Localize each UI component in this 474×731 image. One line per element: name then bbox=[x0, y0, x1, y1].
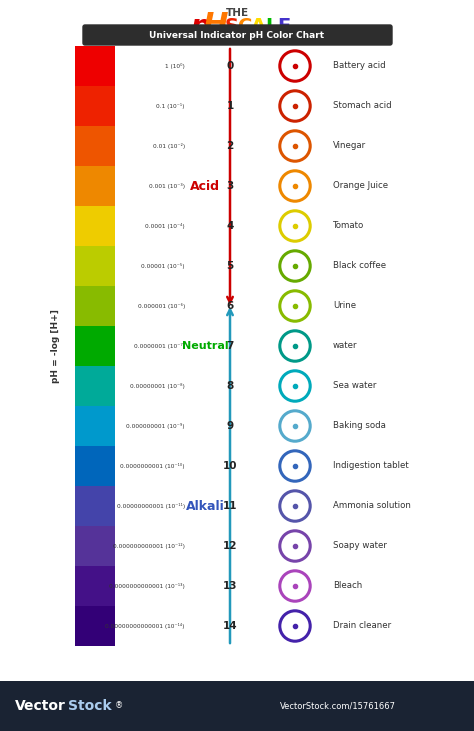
Text: 3: 3 bbox=[227, 181, 234, 191]
Text: Black coffee: Black coffee bbox=[333, 262, 386, 270]
Bar bbox=[75, 166, 115, 206]
Bar bbox=[75, 526, 115, 566]
Text: H: H bbox=[202, 10, 228, 39]
Text: Orange Juice: Orange Juice bbox=[333, 181, 388, 191]
Text: 0: 0 bbox=[227, 61, 234, 71]
Text: water: water bbox=[333, 341, 357, 350]
Text: 0.000000000001 (10⁻¹²): 0.000000000001 (10⁻¹²) bbox=[113, 543, 185, 549]
Text: Indigestion tablet: Indigestion tablet bbox=[333, 461, 409, 471]
Text: 13: 13 bbox=[223, 581, 237, 591]
Text: Drain cleaner: Drain cleaner bbox=[333, 621, 391, 631]
Bar bbox=[75, 406, 115, 446]
Circle shape bbox=[280, 371, 310, 401]
Text: Baking soda: Baking soda bbox=[333, 422, 386, 431]
Text: C: C bbox=[238, 18, 252, 37]
Text: p: p bbox=[190, 13, 210, 41]
Circle shape bbox=[280, 531, 310, 561]
Circle shape bbox=[280, 571, 310, 601]
Circle shape bbox=[280, 491, 310, 521]
Text: 6: 6 bbox=[227, 301, 234, 311]
Text: Sea water: Sea water bbox=[333, 382, 376, 390]
Text: 5: 5 bbox=[227, 261, 234, 271]
Text: 1 (10⁰): 1 (10⁰) bbox=[165, 63, 185, 69]
Bar bbox=[75, 326, 115, 366]
Text: Stomach acid: Stomach acid bbox=[333, 102, 392, 110]
Text: Vector: Vector bbox=[15, 699, 66, 713]
Text: 0.0000000001 (10⁻¹⁰): 0.0000000001 (10⁻¹⁰) bbox=[120, 463, 185, 469]
Bar bbox=[75, 606, 115, 646]
Circle shape bbox=[280, 131, 310, 162]
Circle shape bbox=[280, 411, 310, 442]
FancyBboxPatch shape bbox=[83, 25, 392, 45]
Text: 0.00000001 (10⁻⁸): 0.00000001 (10⁻⁸) bbox=[130, 383, 185, 389]
Bar bbox=[75, 86, 115, 126]
Circle shape bbox=[280, 251, 310, 281]
Text: L: L bbox=[265, 18, 277, 37]
Text: Tomato: Tomato bbox=[333, 221, 364, 230]
Bar bbox=[0, 681, 474, 731]
Circle shape bbox=[280, 171, 310, 201]
Text: Urine: Urine bbox=[333, 301, 356, 311]
Bar bbox=[75, 46, 115, 86]
Text: Neutral: Neutral bbox=[182, 341, 228, 351]
Circle shape bbox=[280, 331, 310, 361]
Text: 4: 4 bbox=[226, 221, 234, 231]
Text: Bleach: Bleach bbox=[333, 581, 362, 591]
Bar bbox=[75, 126, 115, 166]
Text: Alkali: Alkali bbox=[186, 499, 224, 512]
Circle shape bbox=[280, 50, 310, 81]
Text: 0.000001 (10⁻⁶): 0.000001 (10⁻⁶) bbox=[137, 303, 185, 309]
Text: Ammonia solution: Ammonia solution bbox=[333, 501, 411, 510]
Text: A: A bbox=[250, 18, 265, 37]
Text: 1: 1 bbox=[227, 101, 234, 111]
Text: 0.0000000000001 (10⁻¹³): 0.0000000000001 (10⁻¹³) bbox=[109, 583, 185, 589]
Text: 0.00000000001 (10⁻¹¹): 0.00000000001 (10⁻¹¹) bbox=[117, 503, 185, 509]
Text: S: S bbox=[225, 18, 239, 37]
Bar bbox=[75, 246, 115, 286]
Text: 0.01 (10⁻²): 0.01 (10⁻²) bbox=[153, 143, 185, 149]
Bar bbox=[75, 566, 115, 606]
Text: Acid: Acid bbox=[190, 180, 220, 192]
Text: 0.0000001 (10⁻⁷): 0.0000001 (10⁻⁷) bbox=[134, 343, 185, 349]
Circle shape bbox=[280, 611, 310, 641]
Text: 0.001 (10⁻³): 0.001 (10⁻³) bbox=[149, 183, 185, 189]
Text: Vinegar: Vinegar bbox=[333, 142, 366, 151]
Circle shape bbox=[280, 91, 310, 121]
Text: Stock: Stock bbox=[68, 699, 111, 713]
Text: 0.00000000000001 (10⁻¹⁴): 0.00000000000001 (10⁻¹⁴) bbox=[106, 623, 185, 629]
Text: 12: 12 bbox=[223, 541, 237, 551]
Bar bbox=[75, 366, 115, 406]
Text: VectorStock.com/15761667: VectorStock.com/15761667 bbox=[280, 702, 396, 711]
Bar bbox=[75, 486, 115, 526]
Bar bbox=[75, 286, 115, 326]
Text: Battery acid: Battery acid bbox=[333, 61, 386, 70]
Text: 0.000000001 (10⁻⁹): 0.000000001 (10⁻⁹) bbox=[127, 423, 185, 429]
Text: Soapy water: Soapy water bbox=[333, 542, 387, 550]
Text: 0.0001 (10⁻⁴): 0.0001 (10⁻⁴) bbox=[145, 223, 185, 229]
Text: 11: 11 bbox=[223, 501, 237, 511]
Text: 10: 10 bbox=[223, 461, 237, 471]
Text: 2: 2 bbox=[227, 141, 234, 151]
Text: 8: 8 bbox=[227, 381, 234, 391]
Circle shape bbox=[280, 211, 310, 241]
Text: 0.00001 (10⁻⁵): 0.00001 (10⁻⁵) bbox=[141, 263, 185, 269]
Text: 9: 9 bbox=[227, 421, 234, 431]
Text: E: E bbox=[277, 18, 291, 37]
Circle shape bbox=[280, 451, 310, 481]
Text: 0.1 (10⁻¹): 0.1 (10⁻¹) bbox=[156, 103, 185, 109]
Bar bbox=[75, 446, 115, 486]
Text: THE: THE bbox=[226, 8, 248, 18]
Text: ®: ® bbox=[115, 702, 123, 711]
Circle shape bbox=[280, 291, 310, 321]
Text: pH = -log [H+]: pH = -log [H+] bbox=[51, 309, 60, 383]
Text: 14: 14 bbox=[223, 621, 237, 631]
Text: Universal Indicator pH Color Chart: Universal Indicator pH Color Chart bbox=[149, 31, 325, 39]
Bar bbox=[75, 206, 115, 246]
Text: 7: 7 bbox=[226, 341, 234, 351]
